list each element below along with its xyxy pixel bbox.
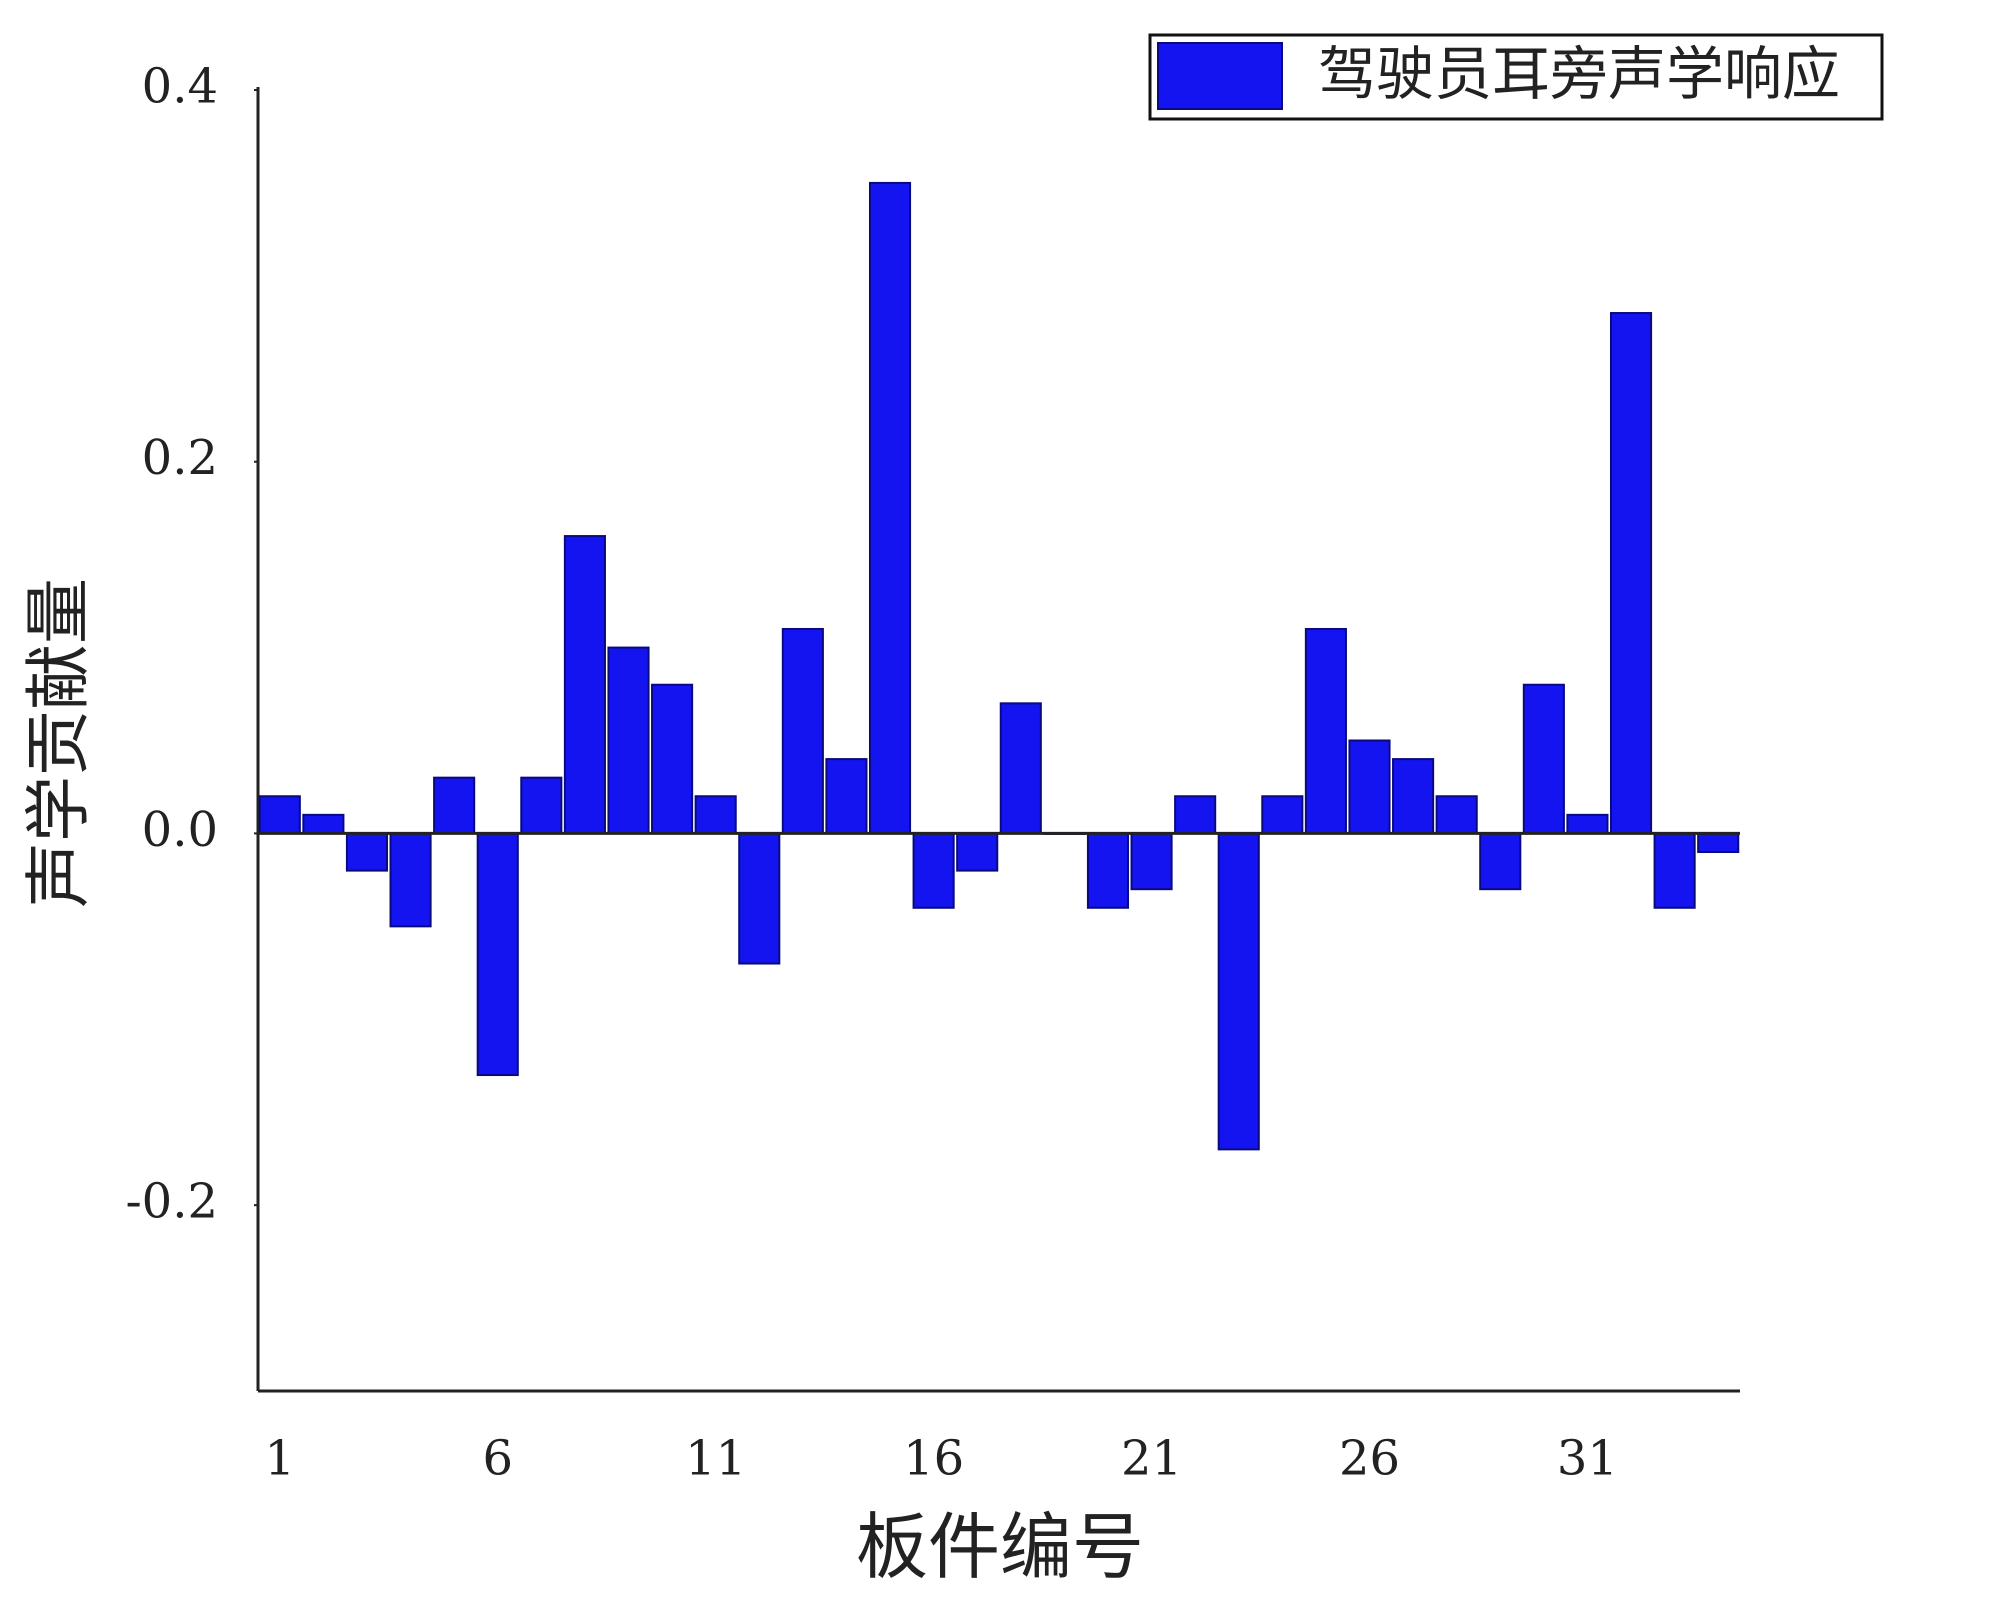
bar [868, 181, 912, 835]
x-tick-label: 21 [1121, 1431, 1182, 1487]
bar [651, 683, 694, 835]
bar [1609, 312, 1653, 835]
bar [433, 776, 476, 835]
bar [476, 832, 519, 1077]
bar [1697, 832, 1740, 854]
bar [1348, 739, 1391, 835]
bar [520, 776, 563, 835]
bar [1217, 832, 1260, 1151]
bar [912, 832, 955, 909]
bar [258, 795, 301, 835]
bar [781, 627, 824, 835]
bar [999, 702, 1042, 835]
bar [563, 535, 606, 835]
bar [607, 646, 650, 835]
bar [389, 832, 432, 928]
bar [1479, 832, 1522, 891]
bar [1435, 795, 1478, 835]
y-axis-title: 声学贡献量 [20, 578, 97, 908]
bar [302, 813, 345, 835]
bar [825, 758, 868, 835]
bar [1522, 683, 1565, 835]
legend-label: 驾驶员耳旁声学响应 [1318, 40, 1840, 108]
bar [1304, 627, 1347, 835]
bar [345, 832, 389, 872]
x-tick-label: 11 [685, 1431, 746, 1487]
x-tick-label: 31 [1557, 1431, 1618, 1487]
bar [1174, 795, 1217, 835]
y-tick-label: -0.2 [125, 1174, 218, 1230]
x-axis-title: 板件编号 [856, 1505, 1144, 1589]
x-tick-label: 16 [903, 1431, 964, 1487]
bar [694, 795, 737, 835]
bar [1653, 832, 1696, 909]
y-tick-label: 0.0 [142, 802, 218, 858]
bar [1086, 832, 1130, 909]
bar [738, 832, 781, 965]
legend-swatch [1157, 42, 1283, 110]
x-tick-label: 26 [1339, 1431, 1400, 1487]
bar [1566, 813, 1609, 835]
x-tick-label: 1 [265, 1431, 296, 1487]
bar [1261, 795, 1304, 835]
bar [1130, 832, 1173, 891]
y-tick-label: 0.2 [142, 430, 218, 486]
y-tick-label: 0.4 [142, 59, 218, 115]
x-tick-label: 6 [482, 1431, 513, 1487]
bar [956, 832, 999, 872]
bar [1392, 758, 1435, 835]
